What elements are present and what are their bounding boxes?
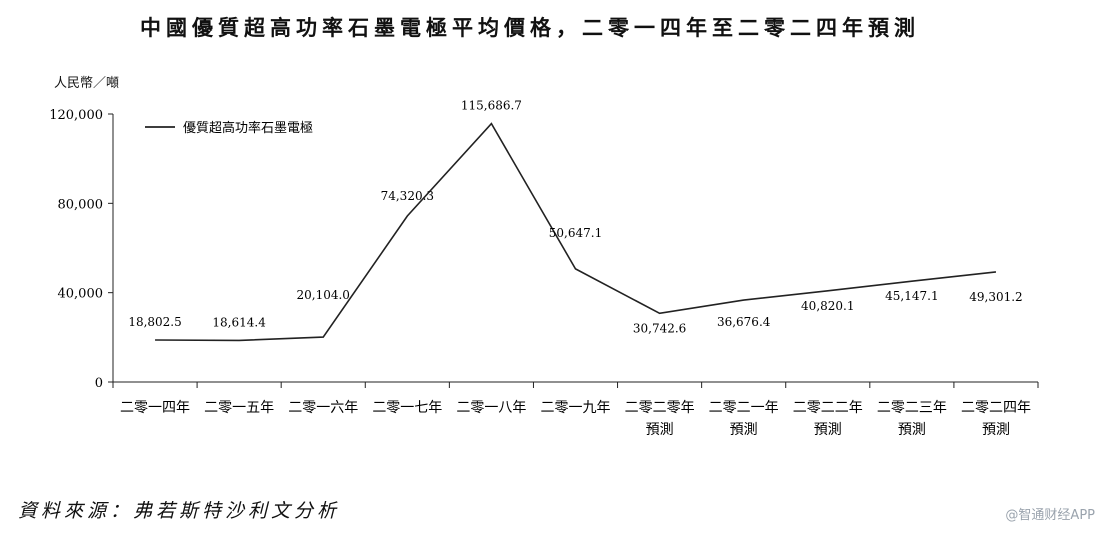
- x-tick-label: 二零二三年: [877, 400, 947, 416]
- y-axis-ticks: 0 40,000 80,000 120,000: [49, 108, 113, 391]
- x-tick-label: 二零一六年: [288, 400, 358, 416]
- legend-entry-label: 優質超高功率石墨電極: [183, 120, 313, 136]
- data-label: 115,686.7: [461, 99, 522, 113]
- y-tick-label: 40,000: [58, 287, 104, 302]
- x-tick-label: 二零一九年: [541, 400, 611, 416]
- x-tick-label: 預測: [646, 422, 674, 438]
- y-axis-unit-label: 人民幣／噸: [54, 76, 120, 91]
- data-label: 36,676.4: [717, 315, 771, 329]
- source-note: 資料來源：弗若斯特沙利文分析: [18, 500, 341, 522]
- x-tick-label: 預測: [730, 422, 758, 438]
- chart-axes: [112, 114, 1038, 383]
- x-tick-label: 預測: [898, 422, 926, 438]
- x-tick-label: 二零一四年: [120, 400, 190, 416]
- x-tick-label: 二零一五年: [204, 400, 274, 416]
- data-label: 20,104.0: [297, 288, 350, 302]
- line-chart: 0 40,000 80,000 120,000 二零一四年 二零一五年 二零一六年 二零一七…: [49, 99, 1039, 438]
- data-label: 49,301.2: [969, 290, 1022, 304]
- x-tick-label: 二零二二年: [793, 400, 863, 416]
- y-tick-label: 120,000: [49, 108, 103, 123]
- series-line-group: [154, 122, 997, 342]
- data-label: 18,614.4: [212, 315, 266, 329]
- data-label: 40,820.1: [801, 299, 854, 313]
- x-tick-label: 二零二一年: [709, 400, 779, 416]
- y-tick-label: 0: [95, 376, 103, 391]
- x-tick-label: 預測: [814, 422, 842, 438]
- watermark: @智通财经APP: [1005, 508, 1095, 523]
- data-label: 74,320.3: [381, 189, 434, 203]
- x-tick-label: 二零二零年: [625, 400, 695, 416]
- data-label: 45,147.1: [885, 289, 938, 303]
- x-tick-label: 二零一七年: [372, 400, 442, 416]
- x-tick-label: 二零一八年: [456, 400, 526, 416]
- x-tick-label: 二零二四年: [961, 400, 1031, 416]
- chart-title: 中國優質超高功率石墨電極平均價格，二零一四年至二零二四年預測: [140, 16, 920, 40]
- data-labels: 18,802.5 18,614.4 20,104.0 74,320.3 115,686.…: [128, 99, 1022, 336]
- data-label: 30,742.6: [633, 321, 686, 335]
- data-label: 50,647.1: [549, 226, 602, 240]
- x-tick-label: 預測: [982, 422, 1010, 438]
- y-tick-label: 80,000: [58, 197, 104, 212]
- data-label: 18,802.5: [128, 315, 181, 329]
- chart-legend: 優質超高功率石墨電極: [145, 120, 313, 136]
